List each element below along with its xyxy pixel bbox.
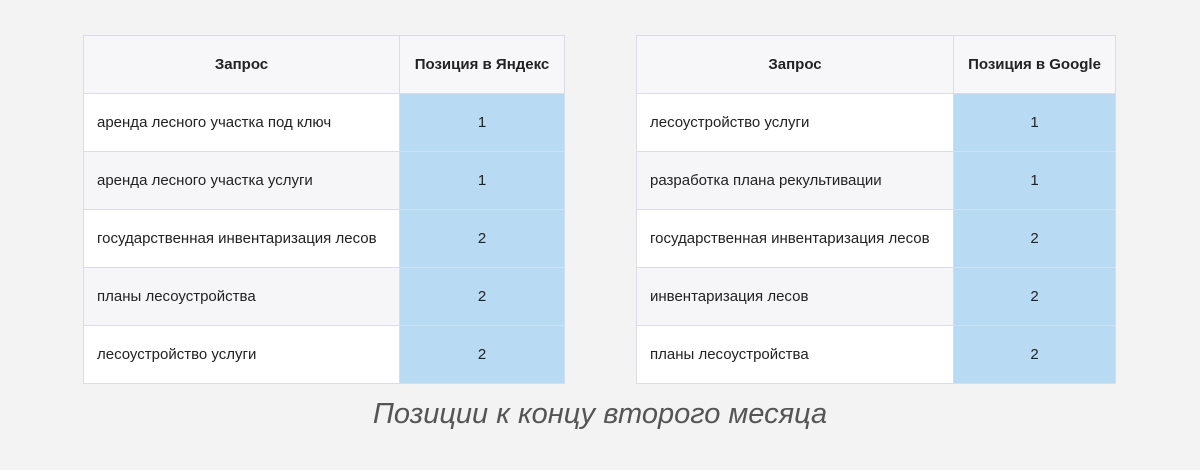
position-cell: 2 <box>399 209 565 268</box>
yandex-table: Запрос Позиция в Яндекс аренда лесного уча… <box>83 35 565 384</box>
position-cell: 2 <box>953 325 1116 384</box>
position-cell: 1 <box>399 151 565 210</box>
table-row: инвентаризация лесов 2 <box>636 267 1116 326</box>
caption: Позиции к концу второго месяца <box>372 398 828 430</box>
position-cell: 1 <box>953 93 1116 152</box>
position-cell: 1 <box>953 151 1116 210</box>
table-row: разработка плана рекультивации 1 <box>636 151 1116 210</box>
position-cell: 2 <box>953 209 1116 268</box>
header-cell: Запрос <box>83 35 400 94</box>
query-cell: разработка плана рекультивации <box>636 151 954 210</box>
table-row: аренда лесного участка под ключ 1 <box>83 93 565 152</box>
query-cell: лесоустройство услуги <box>83 325 400 384</box>
query-cell: планы лесоустройства <box>83 267 400 326</box>
table-row: аренда лесного участка услуги 1 <box>83 151 565 210</box>
header-cell: Запрос <box>636 35 954 94</box>
table-row: планы лесоустройства 2 <box>636 325 1116 384</box>
table-row: государственная инвентаризация лесов 2 <box>83 209 565 268</box>
query-cell: аренда лесного участка услуги <box>83 151 400 210</box>
google-table: Запрос Позиция в Google лесоустройство усл… <box>636 35 1116 384</box>
position-cell: 2 <box>399 325 565 384</box>
position-cell: 1 <box>399 93 565 152</box>
header-row: Запрос Позиция в Яндекс <box>83 35 565 94</box>
position-cell: 2 <box>953 267 1116 326</box>
query-cell: аренда лесного участка под ключ <box>83 93 400 152</box>
query-cell: инвентаризация лесов <box>636 267 954 326</box>
header-cell: Позиция в Google <box>953 35 1116 94</box>
query-cell: лесоустройство услуги <box>636 93 954 152</box>
query-cell: государственная инвентаризация лесов <box>636 209 954 268</box>
table-row: государственная инвентаризация лесов 2 <box>636 209 1116 268</box>
header-cell: Позиция в Яндекс <box>399 35 565 94</box>
query-cell: планы лесоустройства <box>636 325 954 384</box>
query-cell: государственная инвентаризация лесов <box>83 209 400 268</box>
table-row: лесоустройство услуги 2 <box>83 325 565 384</box>
table-row: планы лесоустройства 2 <box>83 267 565 326</box>
header-row: Запрос Позиция в Google <box>636 35 1116 94</box>
table-row: лесоустройство услуги 1 <box>636 93 1116 152</box>
position-cell: 2 <box>399 267 565 326</box>
